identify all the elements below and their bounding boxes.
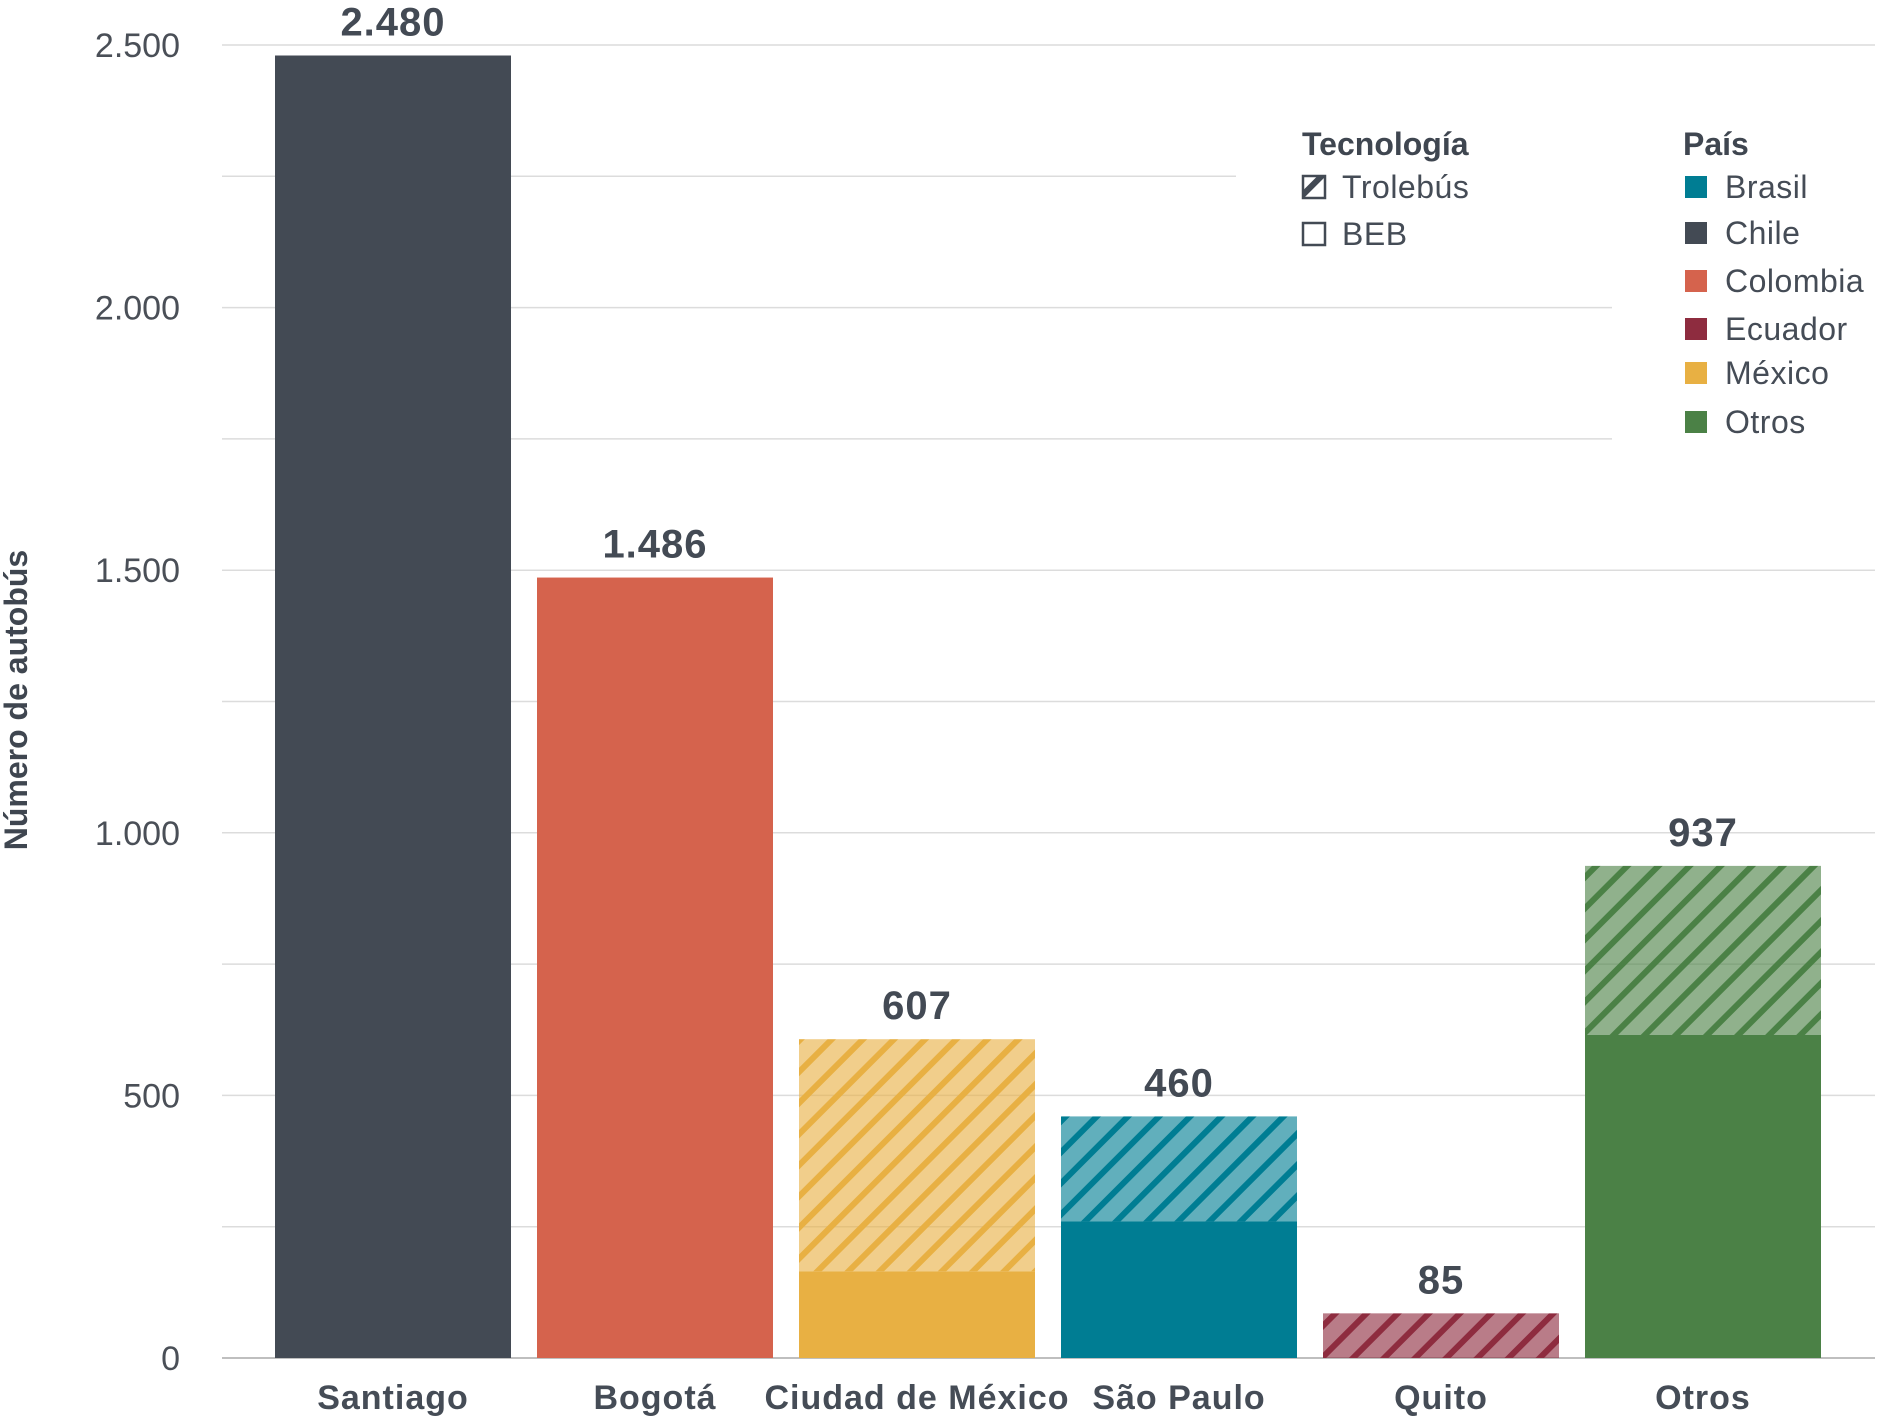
legend-technology-label: BEB [1342,216,1408,252]
legend-technology: Tecnología Trolebús BEB [1236,120,1616,270]
bar-segment-solid [1585,1035,1821,1358]
x-category-label: Quito [1394,1379,1488,1416]
legend-country-title: País [1683,126,1749,162]
y-tick-label: 0 [161,1340,180,1378]
bar-segment-hatched [1585,865,1821,1036]
legend-swatch [1685,362,1707,384]
bar-segment-solid [537,577,773,1358]
y-tick-label: 1.500 [95,552,180,590]
bar-segment-solid [799,1271,1035,1358]
bar-total-label: 937 [1668,811,1738,855]
total-labels: 2.480 1.486 607 460 85 937 [340,1,1738,1303]
bar-segment-hatched [1323,1313,1559,1358]
legend-swatch [1685,318,1707,340]
bar-total-label: 2.480 [340,1,445,45]
legend-swatch-solid [1301,221,1327,247]
bar-total-label: 1.486 [602,523,707,567]
legend-country-label: México [1725,355,1829,391]
x-category-label: Santiago [317,1379,469,1416]
y-axis-ticks: 0 500 1.000 1.500 2.000 2.500 [95,27,180,1378]
legend-country-label: Colombia [1725,263,1864,299]
x-category-label: Bogotá [593,1379,716,1416]
legend-swatch [1685,176,1707,198]
legend-country: País Brasil Chile Colombia Ecuador México Otro… [1612,120,1882,450]
x-axis-labels: Santiago Bogotá Ciudad de México São Paulo Q… [317,1379,1751,1416]
x-category-label: São Paulo [1092,1379,1265,1416]
x-category-label: Ciudad de México [764,1379,1069,1416]
legend-country-label: Brasil [1725,169,1808,205]
bar-segment-hatched [1061,1116,1297,1222]
legend-swatch-hatched [1301,174,1327,200]
legend-swatch [1685,411,1707,433]
bars [275,55,1821,1358]
y-tick-label: 1.000 [95,815,180,853]
bar-segment-solid [1061,1221,1297,1358]
bar-total-label: 607 [882,984,952,1028]
legend-swatch [1685,270,1707,292]
x-category-label: Otros [1655,1379,1751,1416]
legend-background [1612,120,1882,450]
bar-total-label: 460 [1144,1061,1214,1105]
legend-country-label: Chile [1725,215,1800,251]
bar-total-label: 85 [1418,1258,1465,1302]
y-tick-label: 2.500 [95,27,180,65]
legend-swatch [1685,222,1707,244]
y-axis-label: Número de autobús [0,550,34,850]
legend-background [1236,120,1616,270]
legend-technology-label: Trolebús [1342,169,1469,205]
y-tick-label: 500 [123,1077,180,1115]
legend-country-label: Otros [1725,404,1806,440]
legend-country-label: Ecuador [1725,311,1848,347]
bar-segment-solid [275,55,511,1358]
bar-segment-hatched [799,1039,1035,1272]
y-tick-label: 2.000 [95,290,180,328]
legend-technology-title: Tecnología [1302,126,1469,162]
